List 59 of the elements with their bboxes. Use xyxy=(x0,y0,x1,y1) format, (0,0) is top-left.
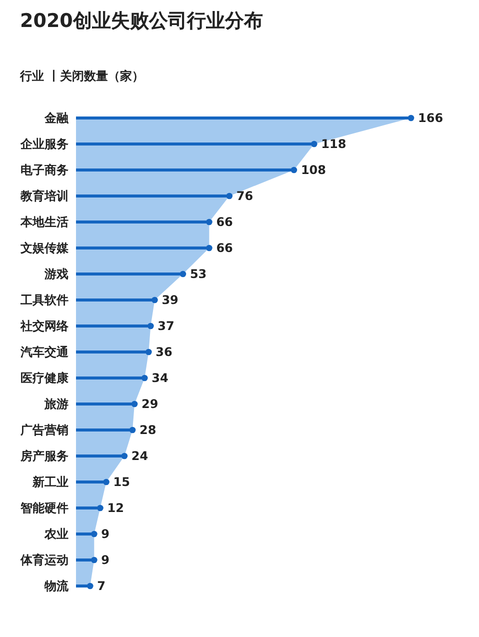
y-tick-label: 医疗健康 xyxy=(20,371,70,385)
data-label: 9 xyxy=(101,553,110,567)
y-tick-label: 企业服务 xyxy=(20,137,68,151)
y-tick-label: 体育运动 xyxy=(20,553,68,567)
point xyxy=(408,114,414,122)
data-label: 12 xyxy=(107,501,124,515)
y-tick-label: 物流 xyxy=(44,579,70,593)
point xyxy=(148,322,154,330)
y-tick-label: 游戏 xyxy=(44,267,68,281)
data-label: 37 xyxy=(158,319,174,333)
y-tick-label: 社交网络 xyxy=(20,319,70,333)
y-tick-label: 智能硬件 xyxy=(20,501,68,515)
point xyxy=(141,374,148,382)
y-tick-label: 文娱传媒 xyxy=(20,241,70,255)
point xyxy=(97,504,104,512)
point xyxy=(121,452,128,460)
point xyxy=(91,530,98,538)
y-tick-label: 教育培训 xyxy=(20,189,68,203)
data-label: 76 xyxy=(236,189,254,203)
y-tick-label: 工具软件 xyxy=(20,293,68,307)
y-tick-label: 新工业 xyxy=(32,475,68,489)
data-label: 66 xyxy=(216,241,233,255)
y-tick-label: 本地生活 xyxy=(20,215,68,229)
data-label: 24 xyxy=(131,449,148,463)
point xyxy=(145,348,152,356)
point xyxy=(103,478,110,486)
data-label: 166 xyxy=(418,111,444,125)
chart-title: 2020创业失败公司行业分布 xyxy=(20,10,263,32)
data-label: 9 xyxy=(101,527,110,541)
point xyxy=(131,400,138,408)
data-label: 66 xyxy=(216,215,233,229)
point xyxy=(91,556,98,564)
y-tick-label: 汽车交通 xyxy=(20,345,70,359)
data-label: 39 xyxy=(162,293,178,307)
data-label: 15 xyxy=(113,475,130,489)
data-label: 7 xyxy=(97,579,106,593)
data-label: 53 xyxy=(190,267,207,281)
point xyxy=(310,140,318,148)
data-label: 36 xyxy=(156,345,172,359)
point xyxy=(152,296,158,304)
point xyxy=(206,244,212,252)
chart-subtitle: 行业 丨关闭数量（家） xyxy=(19,69,144,83)
point xyxy=(290,166,298,174)
y-tick-label: 旅游 xyxy=(44,397,68,411)
y-tick-label: 房产服务 xyxy=(20,449,68,463)
data-label: 29 xyxy=(142,397,158,411)
point xyxy=(226,192,233,200)
point xyxy=(180,270,186,278)
data-label: 28 xyxy=(140,423,156,437)
y-tick-label: 广告营销 xyxy=(20,423,68,437)
point xyxy=(86,582,94,590)
y-tick-label: 电子商务 xyxy=(20,163,68,177)
data-label: 34 xyxy=(152,371,168,385)
data-label: 108 xyxy=(300,163,326,177)
point xyxy=(129,426,136,434)
y-tick-label: 农业 xyxy=(44,527,68,541)
data-label: 118 xyxy=(321,137,346,151)
y-tick-label: 金融 xyxy=(44,111,70,125)
point xyxy=(206,218,212,226)
